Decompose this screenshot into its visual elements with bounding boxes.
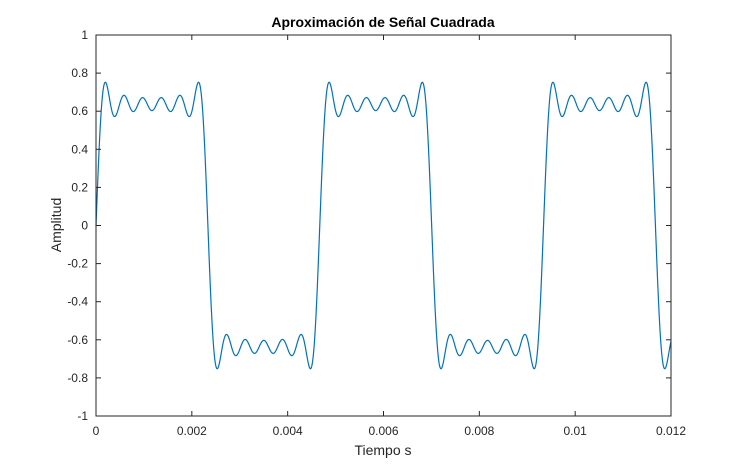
y-tick-label: 0.6 (71, 104, 88, 118)
y-tick-label: 0.2 (71, 180, 88, 194)
x-tick-label: 0 (93, 424, 100, 438)
y-axis-label: Amplitud (48, 198, 64, 252)
y-tick-label: -0.6 (67, 333, 88, 347)
y-tick-label: 0 (81, 219, 88, 233)
y-tick-label: 0.4 (71, 142, 88, 156)
y-tick-label: -1 (77, 409, 88, 423)
x-axis-label: Tiempo s (354, 442, 411, 458)
y-tick-label: -0.8 (67, 371, 88, 385)
y-tick-label: -0.2 (67, 257, 88, 271)
axes-box (95, 34, 672, 417)
chart-title: Aproximación de Señal Cuadrada (271, 14, 494, 30)
x-tick-label: 0.002 (177, 424, 207, 438)
x-tick-label: 0.008 (464, 424, 494, 438)
x-tick-label: 0.012 (656, 424, 686, 438)
plot-area (95, 81, 672, 370)
x-tick-label: 0.006 (368, 424, 398, 438)
series-line (95, 81, 672, 370)
y-tick-label: 0.8 (71, 66, 88, 80)
x-tick-label: 0.01 (563, 424, 587, 438)
y-axis: -1 -0.8 -0.6 -0.4 -0.2 0 0.2 0.4 0.6 0.8 1 (67, 28, 671, 423)
x-axis: 0 0.002 0.004 0.006 0.008 0.01 0.012 (93, 35, 686, 438)
x-tick-label: 0.004 (273, 424, 303, 438)
y-tick-label: -0.4 (67, 295, 88, 309)
y-tick-label: 1 (81, 28, 88, 42)
